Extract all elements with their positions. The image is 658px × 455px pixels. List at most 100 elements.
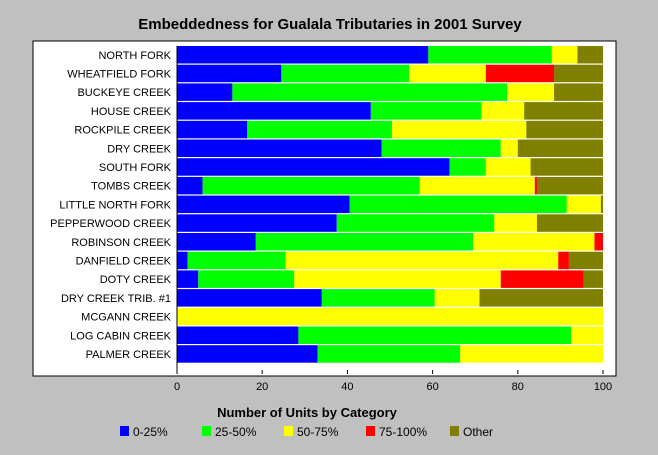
bar-dry-creek-series-1: [381, 139, 501, 157]
category-label: ROCKPILE CREEK: [74, 125, 171, 137]
bar-robinson-creek-series-0: [177, 233, 256, 251]
bar-south-fork-series-4: [530, 158, 603, 176]
bar-doty-creek-series-2: [294, 270, 501, 288]
bar-house-creek-series-1: [370, 102, 482, 120]
x-tick-label: 0: [174, 381, 180, 393]
bar-log-cabin-creek-series-0: [177, 326, 299, 344]
bar-house-creek-series-0: [177, 102, 371, 120]
category-label: DRY CREEK TRIB. #1: [61, 293, 171, 305]
x-axis: 0 20 40 60 80 100: [174, 46, 612, 393]
bar-robinson-creek-series-2: [473, 233, 595, 251]
category-label: MCGANN CREEK: [81, 312, 172, 324]
legend-title: Number of Units by Category: [217, 405, 398, 420]
bar-danfield-creek-series-0: [177, 251, 188, 270]
legend-label: 25-50%: [215, 425, 257, 439]
bar-danfield-creek-series-2: [285, 251, 559, 270]
bar-wheatfield-fork-series-4: [554, 64, 603, 83]
legend-swatch-0-25: [120, 426, 129, 436]
legend-label: Other: [463, 425, 493, 439]
bar-wheatfield-fork-series-3: [485, 64, 555, 83]
bar-tombs-creek-series-3: [534, 176, 537, 195]
bar-south-fork-series-1: [449, 158, 486, 176]
category-label: BUCKEYE CREEK: [77, 87, 171, 99]
x-tick-label: 60: [426, 381, 438, 393]
bar-dry-creek-series-2: [500, 139, 518, 157]
bar-palmer-creek-series-1: [317, 345, 461, 363]
legend-label: 75-100%: [379, 425, 427, 439]
bar-robinson-creek-series-1: [255, 233, 474, 251]
bar-wheatfield-fork-series-0: [177, 64, 282, 83]
bar-doty-creek-series-0: [177, 270, 199, 288]
bar-tombs-creek-series-2: [419, 176, 535, 195]
category-label: DANFIELD CREEK: [76, 255, 172, 267]
category-label: HOUSE CREEK: [91, 106, 172, 118]
x-tick-label: 80: [512, 381, 524, 393]
legend-swatch-75-100: [366, 426, 375, 436]
category-label: LOG CABIN CREEK: [70, 330, 172, 342]
bar-dry-creek-trib-1-series-0: [177, 289, 322, 307]
bar-log-cabin-creek-series-1: [298, 326, 572, 344]
bar-wheatfield-fork-series-2: [409, 64, 486, 83]
bar-doty-creek-series-4: [583, 270, 603, 288]
bar-pepperwood-creek-series-2: [494, 214, 537, 232]
category-label: ROBINSON CREEK: [71, 237, 171, 249]
bar-rockpile-creek-series-0: [177, 120, 248, 139]
bar-robinson-creek-series-3: [594, 233, 603, 251]
bar-south-fork-series-2: [485, 158, 531, 176]
bar-pepperwood-creek-series-0: [177, 214, 337, 232]
legend: 0-25% 25-50% 50-75% 75-100% Other: [120, 425, 493, 439]
category-label: SOUTH FORK: [99, 162, 172, 174]
bar-little-north-fork-series-2: [566, 195, 601, 214]
bar-buckeye-creek-series-0: [177, 83, 233, 101]
category-label: DRY CREEK: [107, 143, 171, 155]
bar-danfield-creek-series-3: [558, 251, 569, 270]
bar-house-creek-series-2: [481, 102, 525, 120]
bar-pepperwood-creek-series-4: [536, 214, 603, 232]
bar-dry-creek-series-4: [517, 139, 603, 157]
chart-title: Embeddedness for Gualala Tributaries in …: [138, 16, 522, 33]
bar-log-cabin-creek-series-2: [571, 326, 603, 344]
bar-pepperwood-creek-series-1: [336, 214, 495, 232]
bar-tombs-creek-series-4: [536, 176, 603, 195]
category-labels: NORTH FORK WHEATFIELD FORK BUCKEYE CREEK HO…: [50, 50, 171, 361]
bar-danfield-creek-series-1: [187, 251, 286, 270]
bar-danfield-creek-series-4: [568, 251, 603, 270]
category-label: LITTLE NORTH FORK: [59, 199, 171, 211]
bar-rockpile-creek-series-4: [526, 120, 603, 139]
bar-buckeye-creek-series-4: [554, 83, 603, 101]
bar-buckeye-creek-series-1: [232, 83, 508, 101]
bar-rockpile-creek-series-2: [392, 120, 527, 139]
category-label: DOTY CREEK: [100, 274, 172, 286]
bar-rockpile-creek-series-1: [247, 120, 393, 139]
x-tick-label: 40: [341, 381, 353, 393]
bar-dry-creek-series-0: [177, 139, 382, 157]
bar-palmer-creek-series-2: [460, 345, 603, 363]
bars-group: [177, 46, 603, 363]
bar-tombs-creek-series-1: [202, 176, 420, 195]
bar-buckeye-creek-series-2: [507, 83, 555, 101]
bar-north-fork-series-0: [177, 46, 429, 64]
legend-label: 50-75%: [297, 425, 339, 439]
bar-doty-creek-series-3: [500, 270, 584, 288]
bar-north-fork-series-1: [428, 46, 552, 64]
category-label: NORTH FORK: [98, 50, 171, 62]
x-tick-label: 100: [594, 381, 612, 393]
bar-little-north-fork-series-4: [600, 195, 603, 214]
legend-swatch-other: [450, 426, 459, 436]
bar-palmer-creek-series-0: [177, 345, 318, 363]
bar-little-north-fork-series-0: [177, 195, 350, 214]
x-tick-label: 20: [256, 381, 268, 393]
legend-swatch-25-50: [202, 426, 211, 436]
legend-swatch-50-75: [284, 426, 293, 436]
category-label: PALMER CREEK: [86, 349, 172, 361]
bar-dry-creek-trib-1-series-1: [321, 289, 435, 307]
category-label: WHEATFIELD FORK: [67, 68, 171, 80]
bar-north-fork-series-2: [551, 46, 578, 64]
category-label: PEPPERWOOD CREEK: [50, 218, 171, 230]
bar-dry-creek-trib-1-series-2: [434, 289, 480, 307]
category-label: TOMBS CREEK: [91, 181, 172, 193]
bar-house-creek-series-4: [524, 102, 603, 120]
bar-little-north-fork-series-1: [349, 195, 567, 214]
